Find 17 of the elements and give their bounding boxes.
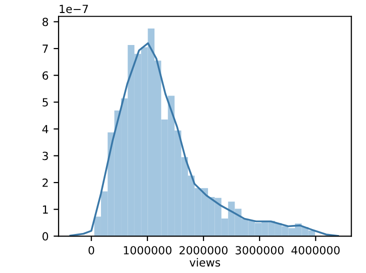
x-tick-label: 2000000 [180, 246, 228, 254]
line-series [69, 42, 339, 236]
text: 1e−7 [60, 4, 88, 14]
x-tick-label: 0 [88, 246, 94, 254]
y-tick-label: 7 [42, 44, 48, 53]
x-tick-label: 1000000 [124, 246, 172, 254]
y-tick-label: 5 [42, 98, 48, 107]
y-tick-label: 6 [42, 71, 48, 80]
x-axis-title: views [190, 258, 220, 267]
y-tick-label: 4 [42, 125, 48, 134]
y-tick-label: 0 [42, 232, 48, 241]
y-tick-label: 8 [42, 18, 48, 26]
x-tick-label: 4000000 [291, 246, 340, 254]
y-tick-label: 2 [42, 178, 48, 187]
y-tick-label: 1 [42, 205, 48, 214]
x-tick-label: 3000000 [236, 246, 284, 254]
y-tick-label: 3 [42, 152, 48, 160]
